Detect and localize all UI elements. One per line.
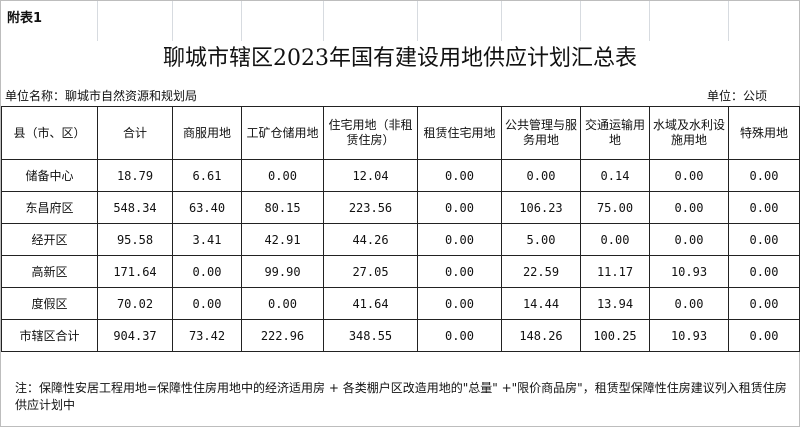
region-cell: 高新区 [1, 255, 98, 288]
value-cell: 70.02 [97, 287, 173, 320]
value-cell: 0.00 [241, 287, 324, 320]
value-cell: 0.14 [580, 159, 650, 192]
value-cell: 0.00 [241, 159, 324, 192]
value-cell: 10.93 [649, 319, 729, 352]
value-cell: 904.37 [97, 319, 173, 352]
value-cell: 6.61 [172, 159, 242, 192]
header-cell: 特殊用地 [728, 106, 800, 160]
value-cell: 548.34 [97, 191, 173, 224]
value-cell: 0.00 [649, 223, 729, 256]
value-cell: 0.00 [417, 223, 502, 256]
table-row: 高新区 171.64 0.00 99.90 27.05 0.00 22.59 1… [1, 255, 800, 288]
header-cell: 合计 [97, 106, 173, 160]
value-cell: 99.90 [241, 255, 324, 288]
header-cell: 租赁住宅用地 [417, 106, 502, 160]
value-cell: 0.00 [728, 191, 800, 224]
gridlines [1, 1, 799, 41]
value-cell: 95.58 [97, 223, 173, 256]
footnote: 注：保障性安居工程用地=保障性住房用地中的经济适用房 + 各类棚户区改造用地的"… [15, 381, 787, 412]
value-cell: 12.04 [323, 159, 418, 192]
unit-name: 单位名称：聊城市自然资源和规划局 [5, 89, 198, 103]
value-cell: 0.00 [649, 191, 729, 224]
value-cell: 0.00 [417, 255, 502, 288]
header-cell: 县（市、区） [1, 106, 98, 160]
value-cell: 14.44 [501, 287, 581, 320]
header-cell: 水域及水利设施用地 [649, 106, 729, 160]
value-cell: 10.93 [649, 255, 729, 288]
header-cell: 公共管理与服务用地 [501, 106, 581, 160]
value-cell: 3.41 [172, 223, 242, 256]
value-cell: 222.96 [241, 319, 324, 352]
region-cell: 东昌府区 [1, 191, 98, 224]
value-cell: 11.17 [580, 255, 650, 288]
header-cell: 住宅用地（非租赁住房） [323, 106, 418, 160]
region-cell: 经开区 [1, 223, 98, 256]
value-cell: 0.00 [417, 319, 502, 352]
table-row: 储备中心 18.79 6.61 0.00 12.04 0.00 0.00 0.1… [1, 159, 800, 192]
value-cell: 0.00 [417, 159, 502, 192]
value-cell: 0.00 [172, 255, 242, 288]
value-cell: 348.55 [323, 319, 418, 352]
value-cell: 171.64 [97, 255, 173, 288]
unit-label: 单位：公顷 [707, 89, 768, 103]
value-cell: 0.00 [728, 223, 800, 256]
value-cell: 5.00 [501, 223, 581, 256]
value-cell: 75.00 [580, 191, 650, 224]
value-cell: 42.91 [241, 223, 324, 256]
value-cell: 18.79 [97, 159, 173, 192]
value-cell: 22.59 [501, 255, 581, 288]
table-row: 东昌府区 548.34 63.40 80.15 223.56 0.00 106.… [1, 191, 800, 224]
region-cell: 市辖区合计 [1, 319, 98, 352]
value-cell: 0.00 [728, 255, 800, 288]
value-cell: 0.00 [580, 223, 650, 256]
value-cell: 0.00 [728, 319, 800, 352]
value-cell: 0.00 [417, 191, 502, 224]
value-cell: 0.00 [649, 287, 729, 320]
header-cell: 工矿仓储用地 [241, 106, 324, 160]
header-cell: 交通运输用地 [580, 106, 650, 160]
value-cell: 0.00 [417, 287, 502, 320]
value-cell: 106.23 [501, 191, 581, 224]
region-cell: 储备中心 [1, 159, 98, 192]
value-cell: 0.00 [649, 159, 729, 192]
value-cell: 27.05 [323, 255, 418, 288]
value-cell: 63.40 [172, 191, 242, 224]
value-cell: 80.15 [241, 191, 324, 224]
value-cell: 73.42 [172, 319, 242, 352]
value-cell: 0.00 [728, 287, 800, 320]
region-cell: 度假区 [1, 287, 98, 320]
value-cell: 148.26 [501, 319, 581, 352]
header-cell: 商服用地 [172, 106, 242, 160]
page-title: 聊城市辖区2023年国有建设用地供应计划汇总表 [163, 46, 637, 71]
value-cell: 0.00 [728, 159, 800, 192]
table-row: 度假区 70.02 0.00 0.00 41.64 0.00 14.44 13.… [1, 287, 800, 320]
value-cell: 100.25 [580, 319, 650, 352]
value-cell: 0.00 [172, 287, 242, 320]
table-row: 经开区 95.58 3.41 42.91 44.26 0.00 5.00 0.0… [1, 223, 800, 256]
annex-label: 附表1 [7, 11, 43, 26]
supply-plan-table: 县（市、区） 合计 商服用地 工矿仓储用地 住宅用地（非租赁住房） 租赁住宅用地… [1, 106, 800, 352]
value-cell: 44.26 [323, 223, 418, 256]
table-row-total: 市辖区合计 904.37 73.42 222.96 348.55 0.00 14… [1, 319, 800, 352]
value-cell: 0.00 [501, 159, 581, 192]
value-cell: 223.56 [323, 191, 418, 224]
value-cell: 13.94 [580, 287, 650, 320]
value-cell: 41.64 [323, 287, 418, 320]
header-row: 县（市、区） 合计 商服用地 工矿仓储用地 住宅用地（非租赁住房） 租赁住宅用地… [1, 106, 800, 160]
